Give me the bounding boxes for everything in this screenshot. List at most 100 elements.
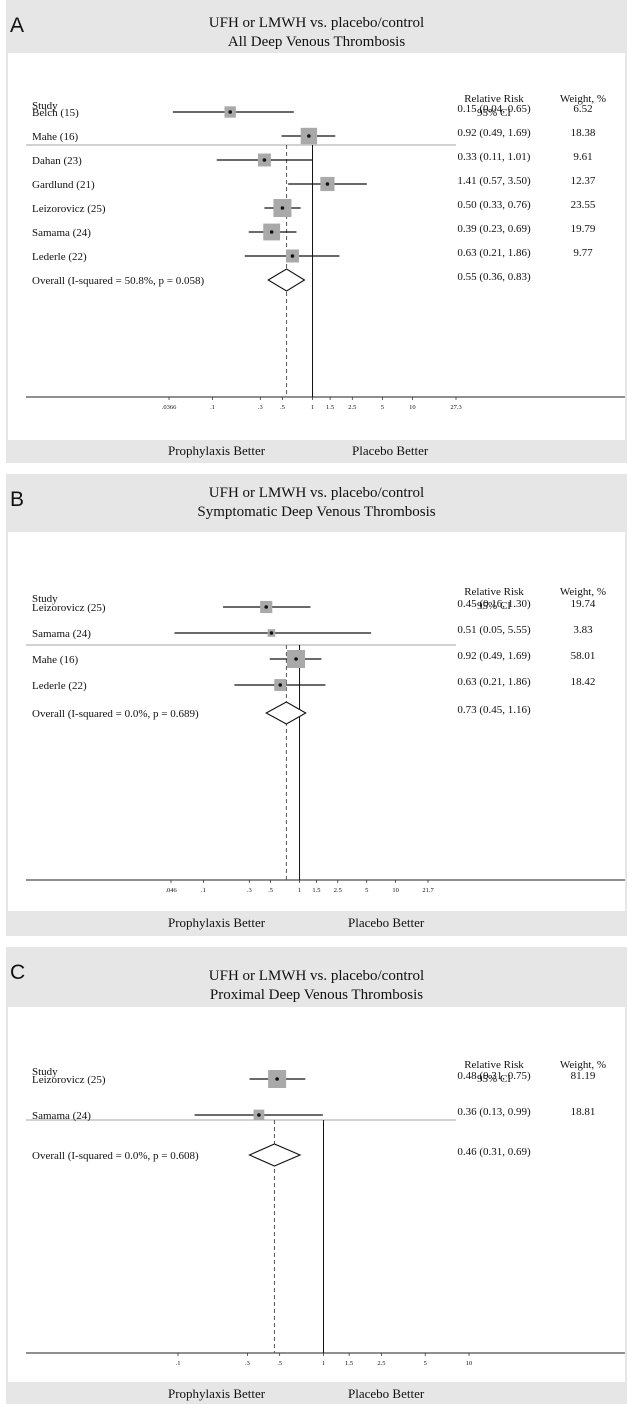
column-header-weight: Weight, % (560, 586, 606, 598)
weight-text: 3.83 (573, 624, 593, 636)
x-tick-label: 2.5 (377, 1360, 385, 1367)
column-header-weight: Weight, % (560, 1059, 606, 1071)
ci-text: 0.36 (0.13, 0.99) (457, 1106, 531, 1118)
point-estimate (278, 683, 283, 687)
x-tick-label: 2.5 (348, 404, 356, 411)
point-estimate (262, 158, 267, 162)
ci-text: 0.63 (0.21, 1.86) (457, 247, 531, 259)
overall-diamond (267, 268, 306, 292)
overall-ci-text: 0.46 (0.31, 0.69) (457, 1146, 531, 1158)
study-label: Mahe (16) (32, 654, 78, 666)
ci-text: 0.45 (0.16, 1.30) (457, 598, 531, 610)
overall-label: Overall (I-squared = 0.0%, p = 0.689) (32, 708, 199, 720)
point-estimate (269, 631, 274, 635)
study-label: Belch (15) (32, 107, 79, 119)
weight-text: 18.81 (571, 1106, 596, 1118)
x-tick-label: 5 (381, 404, 384, 411)
x-tick-label: .046 (165, 887, 177, 894)
point-estimate (307, 134, 311, 138)
study-label: Samama (24) (32, 628, 91, 640)
ci-text: 0.39 (0.23, 0.69) (457, 223, 531, 235)
x-tick-label: 10 (409, 404, 416, 411)
x-tick-label: .1 (201, 887, 206, 894)
x-tick-label: .1 (176, 1360, 181, 1367)
study-label: Dahan (23) (32, 155, 82, 167)
chart-subtitle: Proximal Deep Venous Thrombosis (209, 987, 424, 1003)
weight-text: 9.77 (573, 247, 593, 259)
x-tick-label: .3 (247, 887, 252, 894)
forest-panel-b: B UFH or LMWH vs. placebo/control Sympto… (6, 474, 627, 936)
column-header-study: Study (32, 100, 58, 112)
plot-area: Study Relative Risk 95% CI Weight, % .0366 .1… (8, 53, 625, 440)
point-estimate (228, 110, 233, 114)
column-header-ci: 95% CI (477, 600, 511, 612)
chart-subtitle: Symptomatic Deep Venous Thrombosis (197, 504, 436, 520)
x-tick-label: 5 (365, 887, 368, 894)
study-label: Gardlund (21) (32, 179, 95, 191)
ci-text: 0.33 (0.11, 1.01) (458, 151, 531, 163)
weight-text: 12.37 (571, 175, 596, 187)
ci-text: 0.48 (0.31, 0.75) (457, 1070, 531, 1082)
overall-diamond (265, 701, 307, 725)
overall-label: Overall (I-squared = 50.8%, p = 0.058) (32, 275, 205, 287)
column-header-study: Study (32, 1066, 58, 1078)
x-tick-label: 10 (392, 887, 399, 894)
chart-title: UFH or LMWH vs. placebo/control (208, 968, 425, 984)
study-label: Leizorovicz (25) (32, 203, 106, 215)
point-estimate (275, 1077, 279, 1081)
column-header-relative-risk: Relative Risk (464, 586, 524, 598)
panel-letter: C (10, 961, 26, 984)
x-tick-label: 21.7 (422, 887, 434, 894)
weight-text: 23.55 (571, 199, 596, 211)
footer-right-label: Placebo Better (352, 443, 429, 458)
ci-text: 0.63 (0.21, 1.86) (457, 676, 531, 688)
ci-text: 0.92 (0.49, 1.69) (457, 127, 531, 139)
weight-text: 81.19 (571, 1070, 596, 1082)
overall-ci-text: 0.55 (0.36, 0.83) (457, 271, 531, 283)
ci-text: 0.92 (0.49, 1.69) (457, 650, 531, 662)
chart-subtitle: All Deep Venous Thrombosis (227, 34, 406, 50)
x-tick-label: .3 (245, 1360, 250, 1367)
overall-ci-text: 0.73 (0.45, 1.16) (457, 704, 531, 716)
x-tick-label: .0366 (162, 404, 177, 411)
x-tick-label: 1.5 (312, 887, 320, 894)
x-tick-label: .5 (277, 1360, 282, 1367)
study-label: Lederle (22) (32, 251, 87, 263)
x-tick-label: 2.5 (334, 887, 342, 894)
ci-text: 0.50 (0.33, 0.76) (457, 199, 531, 211)
footer-left-label: Prophylaxis Better (168, 443, 266, 458)
panel-letter: B (10, 488, 25, 511)
forest-plot-svg: Study Relative Risk 95% CI Weight, % .0366 .1… (26, 93, 625, 411)
x-tick-label: .5 (280, 404, 285, 411)
footer-left-label: Prophylaxis Better (168, 915, 266, 930)
x-tick-label: 1 (322, 1360, 325, 1367)
point-estimate (325, 182, 330, 186)
chart-title: UFH or LMWH vs. placebo/control (208, 15, 425, 31)
study-label: Leizorovicz (25) (32, 602, 106, 614)
x-tick-label: 10 (466, 1360, 473, 1367)
x-tick-label: 1.5 (326, 404, 334, 411)
footer-left-label: Prophylaxis Better (168, 1386, 266, 1401)
column-header-weight: Weight, % (560, 93, 606, 105)
weight-text: 19.79 (571, 223, 596, 235)
panel-letter: A (10, 14, 25, 37)
column-header-relative-risk: Relative Risk (464, 93, 524, 105)
x-tick-label: 1 (311, 404, 314, 411)
weight-text: 18.38 (571, 127, 596, 139)
footer-right-label: Placebo Better (348, 1386, 425, 1401)
overall-diamond (248, 1143, 302, 1167)
x-tick-label: 27.3 (450, 404, 461, 411)
column-header-relative-risk: Relative Risk (464, 1059, 524, 1071)
forest-panel-a: A UFH or LMWH vs. placebo/control All De… (6, 0, 627, 463)
forest-plot-svg: Study Relative Risk 95% CI Weight, % .046 .1.… (26, 586, 625, 894)
point-estimate (264, 605, 269, 609)
weight-text: 58.01 (571, 650, 596, 662)
x-tick-label: .5 (268, 887, 273, 894)
point-estimate (280, 206, 285, 210)
x-tick-label: 5 (424, 1360, 427, 1367)
point-estimate (290, 254, 295, 258)
study-label: Leizorovicz (25) (32, 1074, 106, 1086)
x-tick-label: 1 (298, 887, 301, 894)
forest-plot-svg: Study Relative Risk 95% CI Weight, % .1 .3 .5 1… (26, 1059, 625, 1367)
x-tick-label: 1.5 (345, 1360, 353, 1367)
